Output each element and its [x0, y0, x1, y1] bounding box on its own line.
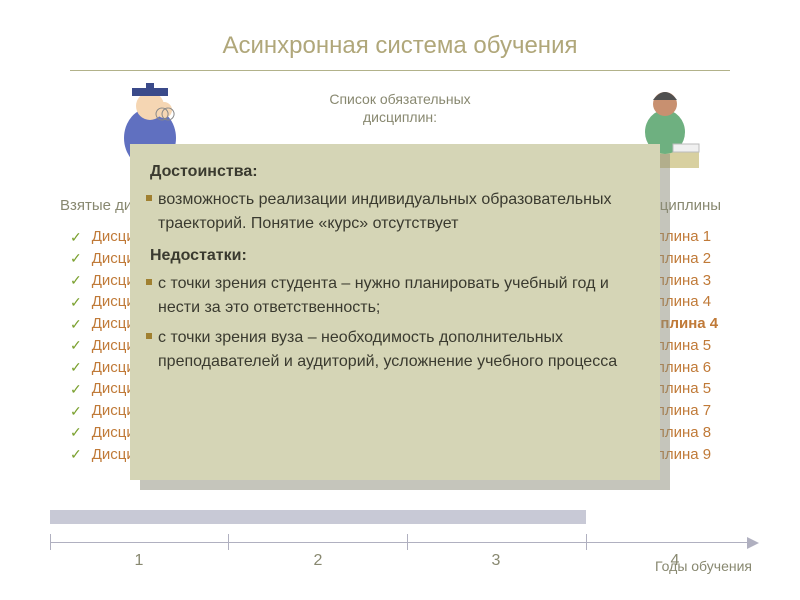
timeline-progress-bar [50, 510, 586, 524]
timeline-year-label: 3 [476, 552, 516, 570]
page-title: Асинхронная система обучения [0, 32, 800, 60]
cons-heading: Недостатки: [150, 244, 640, 268]
check-icon: ✓ [70, 292, 82, 312]
check-icon: ✓ [70, 314, 82, 334]
cons-item: с точки зрения студента – нужно планиров… [150, 272, 640, 320]
cons-list: с точки зрения студента – нужно планиров… [150, 272, 640, 374]
check-icon: ✓ [70, 379, 82, 399]
pros-heading: Достоинства: [150, 160, 640, 184]
check-icon: ✓ [70, 444, 82, 464]
subhead-line1: Список обязательных [329, 91, 470, 107]
check-icon: ✓ [70, 270, 82, 290]
center-subhead: Список обязательных дисциплин: [300, 90, 500, 126]
timeline-axis-label: Годы обучения [655, 558, 752, 574]
check-icon: ✓ [70, 357, 82, 377]
title-underline [70, 70, 730, 71]
pros-item: возможность реализации индивидуальных об… [150, 188, 640, 236]
pros-list: возможность реализации индивидуальных об… [150, 188, 640, 236]
check-icon: ✓ [70, 335, 82, 355]
subhead-line2: дисциплин: [363, 109, 437, 125]
timeline-arrow-icon [747, 537, 759, 549]
timeline-tick [407, 534, 408, 550]
check-icon: ✓ [70, 401, 82, 421]
check-icon: ✓ [70, 248, 82, 268]
info-popup: Достоинства: возможность реализации инди… [130, 144, 660, 480]
check-icon: ✓ [70, 227, 82, 247]
timeline-year-label: 1 [119, 552, 159, 570]
timeline-tick [228, 534, 229, 550]
timeline-axis [50, 542, 750, 543]
timeline-tick [50, 534, 51, 550]
timeline-year-label: 2 [298, 552, 338, 570]
check-icon: ✓ [70, 422, 82, 442]
cons-item: с точки зрения вуза – необходимость допо… [150, 326, 640, 374]
slide: Асинхронная система обучения Список обяз… [0, 0, 800, 600]
timeline-tick [586, 534, 587, 550]
